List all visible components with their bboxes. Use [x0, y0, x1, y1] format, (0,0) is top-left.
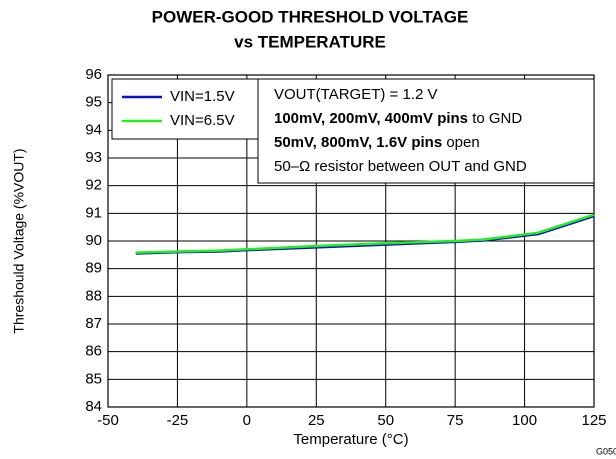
y-tick-label: 85 [85, 370, 102, 387]
annotation-part: VOUT(TARGET) = 1.2 V [274, 86, 438, 103]
annotation-box [257, 78, 595, 184]
annotation: 50mV, 800mV, 1.6V pins open [274, 134, 480, 151]
annotation-part: 50mV, 800mV, 1.6V pins [274, 134, 442, 151]
y-tick-label: 84 [85, 398, 102, 415]
annotation: 100mV, 200mV, 400mV pins to GND [274, 110, 522, 127]
annotation-part: open [442, 134, 480, 151]
y-tick-label: 88 [85, 287, 102, 304]
x-tick-label: 125 [581, 412, 606, 429]
legend-label: VIN=6.5V [170, 112, 235, 129]
chart-title: vs TEMPERATURE [234, 32, 386, 51]
y-tick-label: 89 [85, 260, 102, 277]
x-axis-label: Temperature (°C) [293, 431, 408, 448]
x-tick-label: 50 [377, 412, 394, 429]
y-tick-label: 91 [85, 204, 102, 221]
y-tick-label: 96 [85, 66, 102, 83]
x-tick-label: 100 [512, 412, 537, 429]
annotation-part: 50–Ω resistor between OUT and GND [274, 158, 527, 175]
annotation: 50–Ω resistor between OUT and GND [274, 158, 527, 175]
x-tick-label: 75 [447, 412, 464, 429]
y-axis-label: Threshould Voltage (%VOUT) [11, 148, 27, 333]
y-tick-label: 93 [85, 149, 102, 166]
y-tick-label: 86 [85, 343, 102, 360]
x-tick-label: -25 [167, 412, 189, 429]
line-series [135, 213, 595, 254]
legend-box [111, 78, 259, 140]
x-tick-label: 25 [308, 412, 325, 429]
plot-frame [107, 74, 595, 408]
x-tick-label: 0 [243, 412, 251, 429]
annotation-part: to GND [468, 110, 522, 127]
y-tick-label: 94 [85, 121, 102, 138]
y-tick-label: 95 [85, 94, 102, 111]
annotation: VOUT(TARGET) = 1.2 V [274, 86, 438, 103]
chart-title: POWER-GOOD THRESHOLD VOLTAGE [152, 7, 469, 26]
x-tick-label: -50 [97, 412, 119, 429]
y-tick-label: 92 [85, 177, 102, 194]
footnote: G050 [596, 446, 616, 456]
y-tick-label: 90 [85, 232, 102, 249]
annotation-part: 100mV, 200mV, 400mV pins [274, 110, 468, 127]
y-tick-label: 87 [85, 315, 102, 332]
legend-label: VIN=1.5V [170, 88, 235, 105]
